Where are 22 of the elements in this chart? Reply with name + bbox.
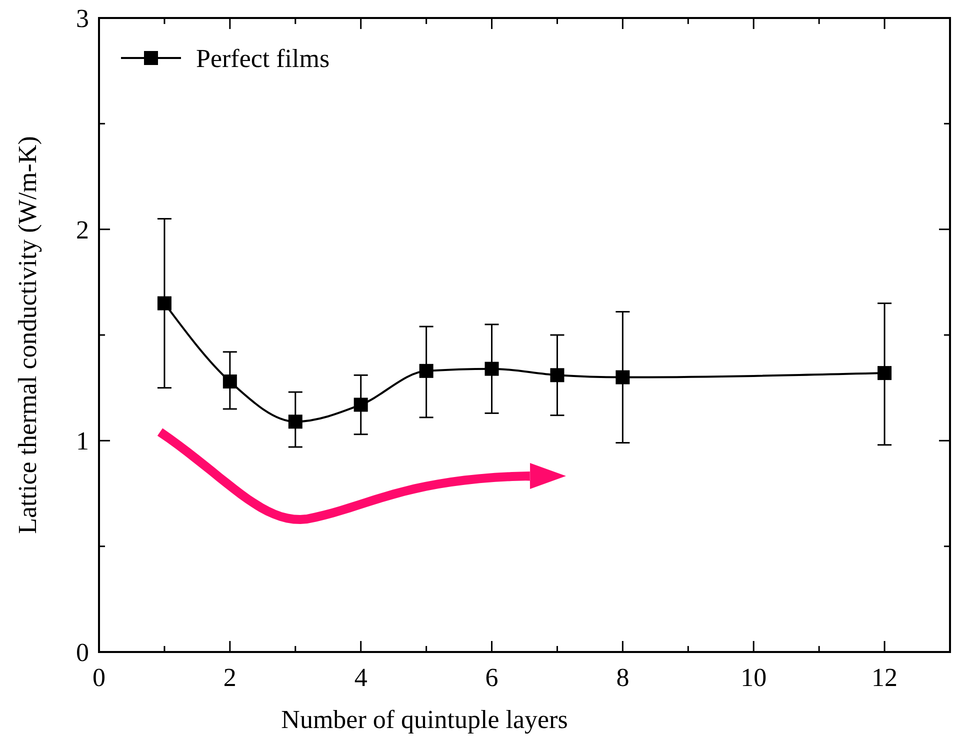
- point: [419, 364, 434, 378]
- point: [222, 374, 237, 388]
- point: [616, 370, 630, 384]
- point: [288, 414, 302, 429]
- y-tick-label: 3: [76, 4, 89, 33]
- point: [878, 366, 892, 380]
- x-axis-title: Number of quintuple layers: [281, 705, 568, 734]
- point: [550, 368, 564, 382]
- x-tick-label: 6: [485, 663, 498, 692]
- legend-label: Perfect films: [196, 44, 330, 73]
- point: [484, 362, 499, 376]
- x-tick-label: 8: [616, 663, 630, 692]
- x-tick-label: 2: [223, 663, 236, 692]
- x-tick-label: 12: [872, 663, 898, 692]
- point: [354, 398, 368, 412]
- y-tick-label: 0: [76, 638, 89, 667]
- point: [157, 296, 172, 310]
- x-tick-label: 4: [354, 663, 368, 692]
- y-tick-label: 2: [76, 215, 89, 244]
- y-tick-label: 1: [76, 426, 89, 456]
- x-tick-label: 10: [740, 663, 767, 692]
- y-axis-title: Lattice thermal conductivity (W/m-K): [13, 136, 42, 534]
